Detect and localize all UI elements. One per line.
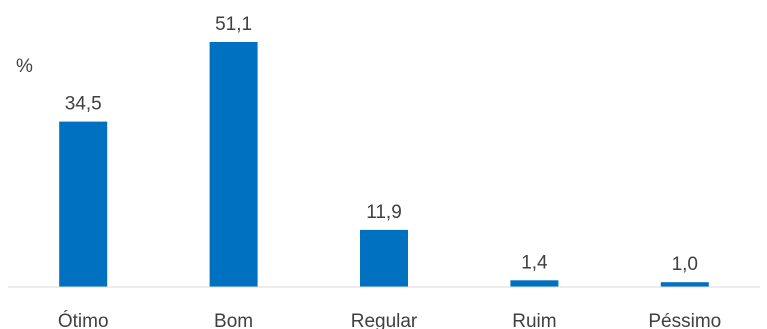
bars-layer [59,42,709,287]
ticks-layer: Ótimo Bom Regular Ruim Péssimo [58,310,721,329]
data-label-3: 1,4 [521,252,548,273]
labels-layer: 34,5 51,1 11,9 1,4 1,0 [65,14,698,275]
x-tick-label-4: Péssimo [648,311,721,329]
x-tick-label-0: Ótimo [58,310,109,329]
data-label-0: 34,5 [65,94,102,115]
bar-2 [360,229,408,287]
x-tick-label-1: Bom [214,311,253,329]
y-unit-label: % [16,56,33,77]
bar-3 [510,280,559,287]
data-label-4: 1,0 [672,254,698,275]
x-tick-label-3: Ruim [512,311,556,329]
bar-1 [209,42,258,287]
data-label-2: 11,9 [366,202,402,223]
data-label-1: 51,1 [215,14,252,35]
x-tick-label-2: Regular [351,311,418,329]
bar-0 [59,121,108,287]
bar-4 [660,282,709,287]
